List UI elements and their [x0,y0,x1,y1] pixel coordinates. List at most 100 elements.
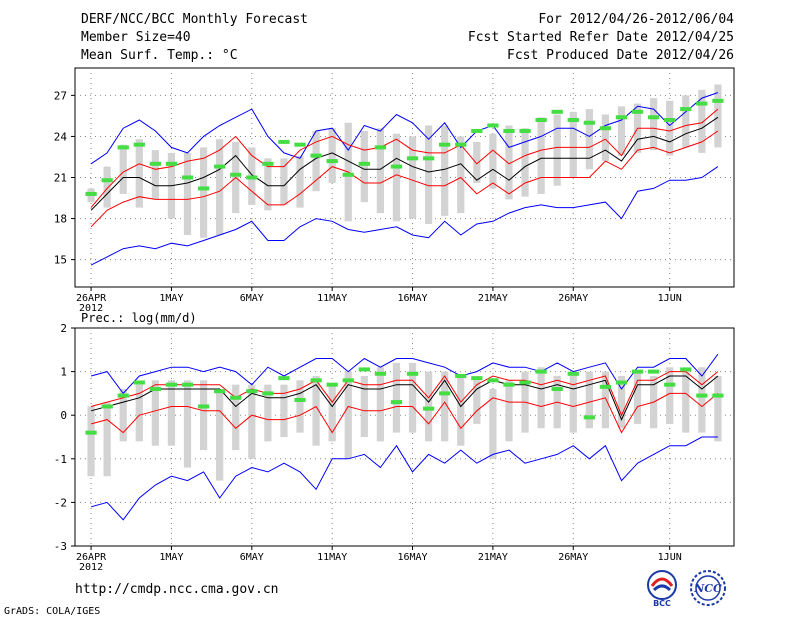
spread-box [119,144,127,194]
obs-marker [230,395,242,400]
obs-marker [519,128,531,133]
y-tick-label: -2 [54,496,67,509]
obs-marker [551,387,563,392]
x-tick-label: 26APR [76,552,107,563]
obs-marker [503,382,515,387]
obs-marker [149,387,161,392]
x-tick-label: 11MAY [317,293,347,304]
plot-frame [74,327,735,547]
spread-box [119,389,127,442]
obs-marker [599,126,612,131]
obs-marker [358,367,370,372]
bcc-logo: BCC [647,570,677,608]
x-tick-label: 1JUN [658,293,682,304]
spread-box [87,406,95,477]
series-min [90,166,719,266]
obs-marker [648,115,660,120]
spread-box [135,384,143,442]
spread-box [392,133,401,222]
x-tick-label: 26MAY [558,293,588,304]
obs-marker [181,382,194,387]
obs-marker [133,142,145,147]
obs-marker [390,400,403,405]
spread-box [682,95,690,148]
obs-marker [519,380,531,385]
obs-marker [406,371,419,376]
obs-marker [680,367,692,372]
spread-box [473,141,481,183]
obs-marker [648,369,660,374]
obs-marker [471,128,483,133]
series-max [90,92,719,165]
spread-box [601,114,610,162]
spread-box [183,380,192,468]
obs-marker [101,404,113,409]
y-tick-label: 15 [54,254,67,267]
obs-marker [583,415,595,420]
obs-marker [535,369,547,374]
spread-box [360,130,368,203]
obs-marker [422,156,435,161]
spread-box [103,402,111,477]
series-max [90,353,719,395]
spread-box [553,114,561,186]
spread-box [537,367,545,429]
spread-box [296,380,304,433]
member-size: Member Size=40 [81,30,191,45]
obs-marker [246,389,258,394]
spread-box [135,139,143,208]
spread-box [537,117,545,194]
spread-box [151,150,159,200]
fcst-produced-date: Fcst Produced Date 2012/04/26 [507,48,734,63]
obs-marker [406,156,419,161]
spread-box [216,389,224,481]
obs-marker [439,391,451,396]
x-tick-label: 26MAY [558,552,588,563]
x-tick-label: 11MAY [317,552,347,563]
spread-box [183,152,192,235]
x-tick-label: 6MAY [240,552,264,563]
y-tick-label: 27 [54,89,67,102]
spread-box [441,125,449,216]
x-year-label: 2012 [79,303,103,314]
spread-box [312,375,320,446]
spread-box [296,155,304,208]
obs-marker [149,161,161,166]
spread-box [441,371,449,442]
obs-marker [374,371,387,376]
obs-marker [117,145,129,150]
spread-box [457,375,465,446]
series-mean [90,375,719,421]
spread-box [666,100,674,156]
spread-box [360,375,368,437]
spread-box [199,147,208,238]
spread-box [151,380,159,446]
spread-box [376,128,385,214]
spread-box [521,128,529,197]
spread-box [232,384,240,451]
spread-box [650,98,658,151]
obs-marker [455,373,467,378]
obs-marker [310,378,322,383]
obs-marker [278,376,290,381]
spread-box [569,371,577,433]
obs-marker [214,164,226,169]
obs-marker [567,371,579,376]
obs-marker [631,109,644,114]
spread-box [489,389,497,459]
x-tick-label: 21MAY [478,552,508,563]
y-tick-label: 24 [54,130,68,143]
obs-marker [342,172,354,177]
series-p75 [90,371,719,417]
spread-box [585,109,593,170]
y-tick-label: 18 [54,213,67,226]
obs-marker [197,404,210,409]
panel-title: Prec.: log(mm/d) [81,311,197,325]
y-tick-label: 2 [60,322,67,335]
x-tick-label: 21MAY [478,293,508,304]
spread-box [473,380,481,424]
spread-box [633,371,642,424]
y-tick-label: 0 [60,409,67,422]
spread-box [199,380,208,451]
spread-box [424,371,433,442]
